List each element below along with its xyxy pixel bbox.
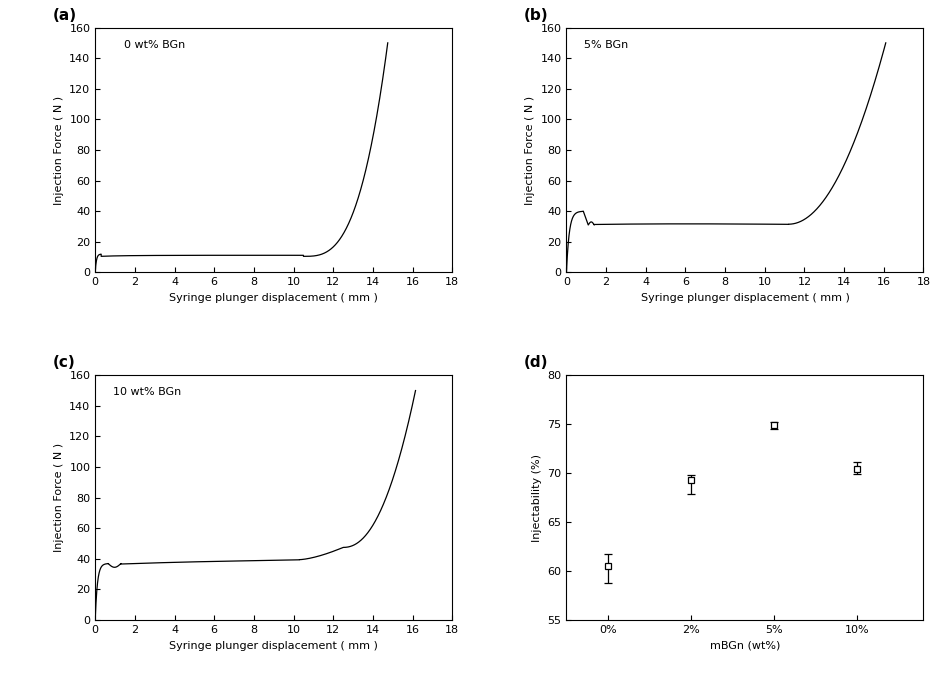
Text: 0 wt% BGn: 0 wt% BGn bbox=[124, 40, 185, 50]
Text: 10 wt% BGn: 10 wt% BGn bbox=[113, 387, 181, 398]
Text: (c): (c) bbox=[52, 356, 75, 371]
Text: 5% BGn: 5% BGn bbox=[585, 40, 628, 50]
Y-axis label: Injection Force ( N ): Injection Force ( N ) bbox=[525, 95, 535, 205]
Text: (b): (b) bbox=[524, 8, 548, 23]
X-axis label: Syringe plunger displacement ( mm ): Syringe plunger displacement ( mm ) bbox=[169, 293, 378, 303]
X-axis label: Syringe plunger displacement ( mm ): Syringe plunger displacement ( mm ) bbox=[169, 641, 378, 650]
Y-axis label: Injection Force ( N ): Injection Force ( N ) bbox=[53, 443, 64, 553]
X-axis label: mBGn (wt%): mBGn (wt%) bbox=[710, 641, 780, 650]
X-axis label: Syringe plunger displacement ( mm ): Syringe plunger displacement ( mm ) bbox=[641, 293, 849, 303]
Y-axis label: Injectability (%): Injectability (%) bbox=[532, 453, 542, 542]
Y-axis label: Injection Force ( N ): Injection Force ( N ) bbox=[53, 95, 64, 205]
Text: (a): (a) bbox=[52, 8, 76, 23]
Text: (d): (d) bbox=[524, 356, 548, 371]
